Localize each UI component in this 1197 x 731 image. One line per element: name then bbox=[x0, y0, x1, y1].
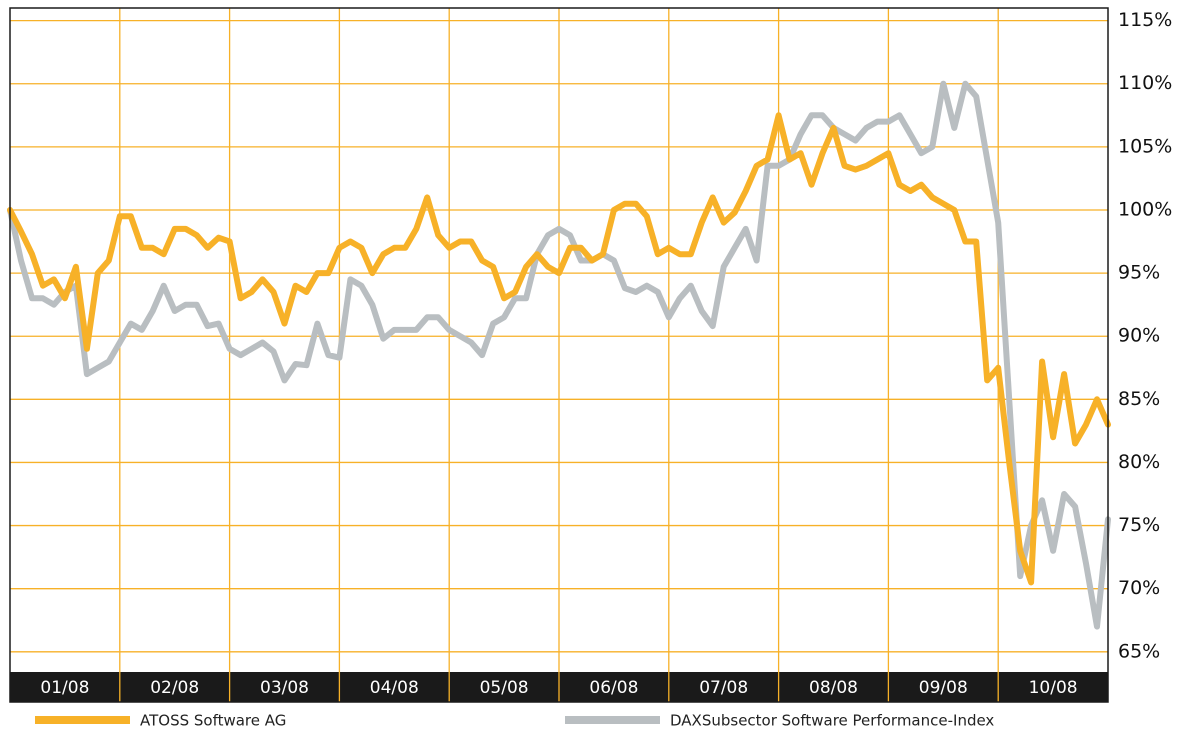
y-tick-label: 105% bbox=[1118, 135, 1172, 157]
legend-label: DAXSubsector Software Performance-Index bbox=[670, 712, 994, 730]
series-line bbox=[7, 80, 1111, 630]
y-tick-label: 75% bbox=[1118, 514, 1160, 536]
y-tick-label: 90% bbox=[1118, 325, 1160, 347]
legend-swatch bbox=[35, 716, 130, 724]
y-tick-label: 115% bbox=[1118, 9, 1172, 31]
x-tick-label: 04/08 bbox=[370, 678, 419, 698]
series-line bbox=[7, 112, 1111, 586]
y-tick-label: 100% bbox=[1118, 198, 1172, 220]
y-tick-label: 65% bbox=[1118, 640, 1160, 662]
legend-label: ATOSS Software AG bbox=[140, 712, 286, 730]
x-tick-label: 07/08 bbox=[699, 678, 748, 698]
y-tick-label: 70% bbox=[1118, 577, 1160, 599]
legend-swatch bbox=[565, 716, 660, 724]
x-tick-label: 10/08 bbox=[1029, 678, 1078, 698]
x-tick-label: 01/08 bbox=[40, 678, 89, 698]
y-tick-label: 85% bbox=[1118, 388, 1160, 410]
y-tick-label: 95% bbox=[1118, 262, 1160, 284]
y-tick-label: 110% bbox=[1118, 72, 1172, 94]
x-tick-label: 08/08 bbox=[809, 678, 858, 698]
y-tick-label: 80% bbox=[1118, 451, 1160, 473]
x-tick-label: 06/08 bbox=[589, 678, 638, 698]
x-tick-label: 02/08 bbox=[150, 678, 199, 698]
x-tick-label: 03/08 bbox=[260, 678, 309, 698]
x-tick-label: 05/08 bbox=[480, 678, 529, 698]
plot-border bbox=[9, 7, 1109, 703]
x-tick-label: 09/08 bbox=[919, 678, 968, 698]
